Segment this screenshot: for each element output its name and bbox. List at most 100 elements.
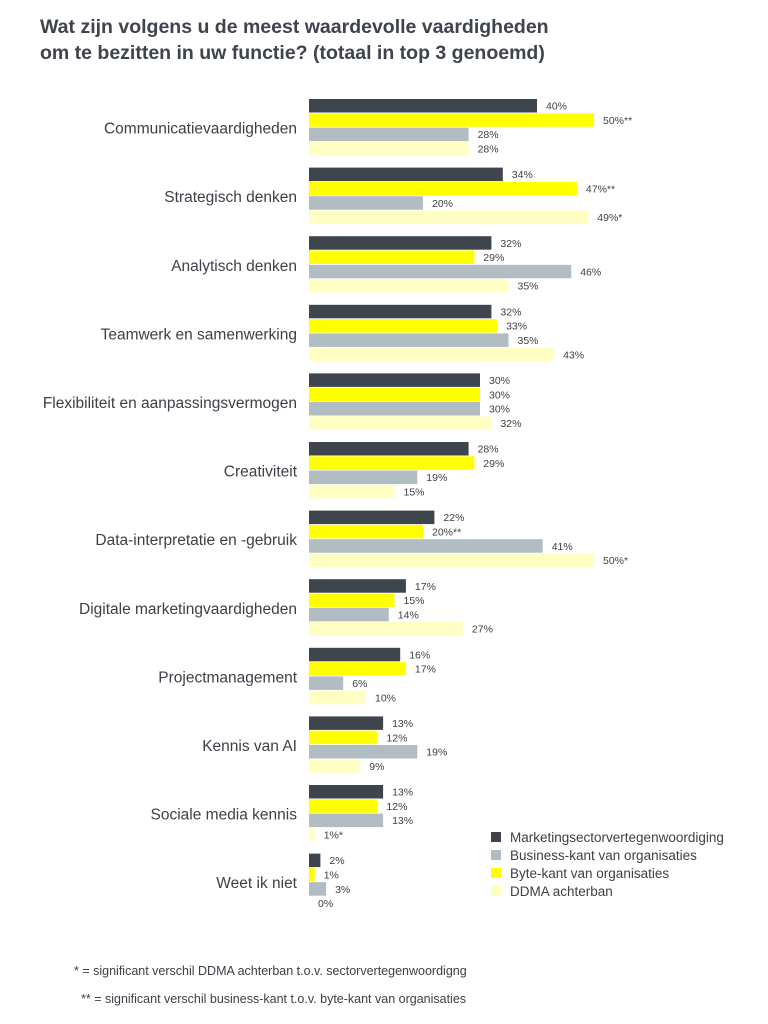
bar-byte-kant bbox=[309, 181, 577, 196]
chart-title: Wat zijn volgens u de meest waardevolle … bbox=[40, 14, 740, 66]
data-label: 46% bbox=[580, 266, 601, 278]
data-label: 32% bbox=[500, 306, 521, 318]
category-group: Weet ik niet 2% 1% 3%0% bbox=[216, 853, 350, 910]
data-label: 50%** bbox=[603, 115, 632, 127]
bar-business-kant bbox=[309, 196, 423, 210]
bar-marketingsector bbox=[309, 716, 384, 730]
data-label: 17% bbox=[415, 581, 436, 593]
legend-swatch bbox=[491, 868, 501, 878]
bar-chart: Communicatievaardigheden 40% 50%** 28% 28% St… bbox=[43, 99, 632, 910]
bar-ddma bbox=[309, 690, 366, 705]
bar-ddma bbox=[309, 622, 463, 636]
bar-ddma bbox=[309, 827, 315, 842]
bar-business-kant bbox=[309, 470, 418, 485]
data-label: 29% bbox=[483, 252, 504, 264]
bar-business-kant bbox=[309, 882, 327, 896]
data-label: 35% bbox=[518, 281, 539, 293]
data-label: 12% bbox=[386, 732, 407, 744]
category-label: Data-interpretatie en -gebruik bbox=[95, 532, 297, 549]
bar-ddma bbox=[309, 553, 594, 567]
data-label: 43% bbox=[563, 349, 584, 361]
data-label: 10% bbox=[375, 692, 396, 704]
bar-business-kant bbox=[309, 264, 572, 279]
data-label: 30% bbox=[489, 375, 510, 387]
data-label: 40% bbox=[546, 101, 567, 113]
data-label: 15% bbox=[404, 486, 425, 498]
category-label: Analytisch denken bbox=[171, 258, 297, 275]
data-label: 1%* bbox=[324, 829, 343, 841]
legend-label: Byte-kant van organisaties bbox=[510, 865, 670, 881]
bar-byte-kant bbox=[309, 593, 395, 607]
data-label: 35% bbox=[518, 335, 539, 347]
data-label: 2% bbox=[329, 855, 344, 867]
chart-title-line-1: Wat zijn volgens u de meest waardevolle … bbox=[40, 16, 549, 38]
data-label: 28% bbox=[478, 444, 499, 456]
category-label: Communicatievaardigheden bbox=[104, 121, 297, 138]
bar-business-kant bbox=[309, 745, 418, 759]
bar-ddma bbox=[309, 759, 361, 773]
data-label: 14% bbox=[398, 609, 419, 621]
data-label: 33% bbox=[506, 321, 527, 333]
bar-marketingsector bbox=[309, 99, 537, 113]
bar-business-kant bbox=[309, 607, 389, 622]
bar-ddma bbox=[309, 279, 509, 293]
data-label: 13% bbox=[392, 718, 413, 730]
legend-item-ddma: DDMA achterban bbox=[491, 882, 724, 900]
chart-title-line-2: om te bezitten in uw functie? (totaal in… bbox=[40, 42, 545, 64]
data-label: 22% bbox=[443, 512, 464, 524]
data-label: 28% bbox=[478, 129, 499, 141]
data-label: 3% bbox=[335, 884, 350, 896]
bar-ddma bbox=[309, 141, 469, 156]
category-label: Creativiteit bbox=[224, 464, 298, 481]
bar-byte-kant bbox=[309, 319, 498, 333]
category-label: Sociale media kennis bbox=[151, 807, 298, 824]
category-group: Creativiteit 28% 29% 19%15% bbox=[224, 442, 504, 498]
legend-label: Business-kant van organisaties bbox=[510, 847, 697, 863]
data-label: 16% bbox=[409, 649, 430, 661]
bar-marketingsector bbox=[309, 853, 321, 868]
data-label: 12% bbox=[386, 801, 407, 813]
legend-swatch bbox=[491, 832, 501, 842]
category-group: Projectmanagement 16% 17% 6% 10% bbox=[158, 647, 436, 705]
category-label: Weet ik niet bbox=[216, 875, 297, 892]
data-label: 20%** bbox=[432, 526, 461, 538]
bar-marketingsector bbox=[309, 236, 492, 250]
data-label: 27% bbox=[472, 624, 493, 636]
data-label: 41% bbox=[552, 541, 573, 553]
bar-business-kant bbox=[309, 402, 480, 416]
category-group: Communicatievaardigheden 40% 50%** 28% 28% bbox=[104, 99, 632, 155]
bar-business-kant bbox=[309, 127, 469, 142]
data-label: 19% bbox=[426, 747, 447, 759]
data-label: 1% bbox=[324, 869, 339, 881]
data-label: 17% bbox=[415, 664, 436, 676]
bar-marketingsector bbox=[309, 167, 503, 182]
bar-ddma bbox=[309, 210, 589, 224]
data-label: 30% bbox=[489, 404, 510, 416]
data-label: 6% bbox=[352, 678, 367, 690]
category-group: Digitale marketingvaardigheden 17% 15% 14% 2… bbox=[79, 579, 493, 636]
category-group: Teamwerk en samenwerking 32% 33% 35% 43% bbox=[101, 304, 584, 361]
data-label: 28% bbox=[478, 143, 499, 155]
bar-ddma bbox=[309, 416, 492, 430]
legend-label: DDMA achterban bbox=[510, 883, 613, 899]
legend-label: Marketingsectorvertegenwoordiging bbox=[510, 829, 724, 845]
category-label: Flexibiliteit en aanpassingsvermogen bbox=[43, 395, 297, 412]
chart-legend: Marketingsectorvertegenwoordiging Busine… bbox=[491, 828, 724, 900]
category-label: Teamwerk en samenwerking bbox=[101, 326, 297, 343]
footnote-single-asterisk: * = significant verschil DDMA achterban … bbox=[74, 964, 467, 978]
bar-byte-kant bbox=[309, 799, 378, 813]
data-label: 13% bbox=[392, 787, 413, 799]
bar-byte-kant bbox=[309, 524, 423, 539]
bar-marketingsector bbox=[309, 304, 492, 319]
data-label: 20% bbox=[432, 198, 453, 210]
data-label: 13% bbox=[392, 815, 413, 827]
data-label: 19% bbox=[426, 472, 447, 484]
bar-business-kant bbox=[309, 813, 384, 828]
bar-marketingsector bbox=[309, 373, 480, 387]
bar-byte-kant bbox=[309, 456, 475, 470]
bar-business-kant bbox=[309, 333, 509, 347]
data-label: 34% bbox=[512, 169, 533, 181]
bar-byte-kant bbox=[309, 113, 594, 127]
legend-item-byte-kant: Byte-kant van organisaties bbox=[491, 864, 724, 882]
legend-swatch bbox=[491, 850, 501, 860]
